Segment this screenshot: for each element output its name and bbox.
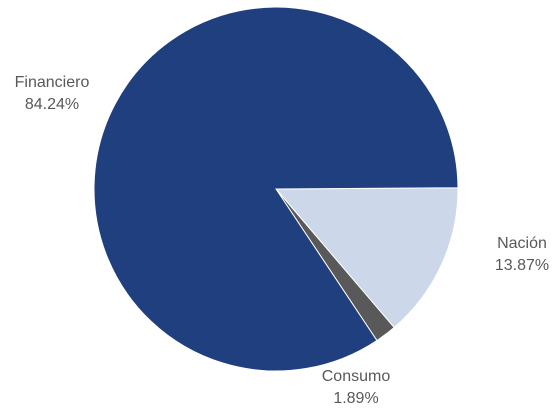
slice-label-nacion-name: Nación (497, 235, 547, 252)
slice-label-nacion-value: 13.87% (495, 257, 549, 274)
pie-slices (93, 6, 459, 372)
pie-slice-financiero (93, 6, 459, 372)
slice-label-consumo-name: Consumo (322, 368, 391, 385)
slice-label-financiero-value: 84.24% (25, 96, 79, 113)
pie-labels: Nación 13.87% Consumo 1.89% Financiero 8… (15, 74, 549, 407)
pie-slice-nacion (274, 187, 459, 329)
slice-label-financiero-name: Financiero (15, 74, 90, 91)
slice-label-consumo-value: 1.89% (333, 390, 378, 407)
